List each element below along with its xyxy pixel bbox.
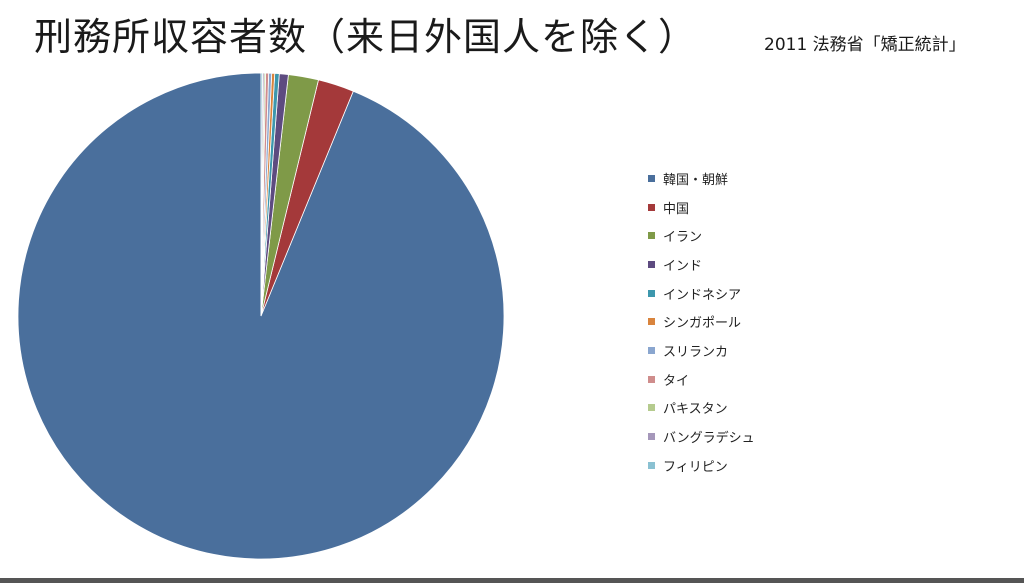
legend-label: イラン bbox=[663, 230, 703, 246]
legend-swatch bbox=[648, 203, 655, 211]
chart-title: 刑務所収容者数（来日外国人を除く） bbox=[34, 15, 698, 59]
legend-label: タイ bbox=[663, 373, 690, 389]
legend-item: インドネシア bbox=[648, 279, 755, 308]
chart-legend: 韓国・朝鮮中国イランインドインドネシア シンガポール スリランカタイパキスタンバング… bbox=[648, 164, 755, 480]
legend-swatch bbox=[648, 260, 655, 268]
source-note: 2011 法務省「矯正統計」 bbox=[764, 35, 966, 55]
legend-swatch bbox=[648, 232, 655, 240]
legend-item: スリランカ bbox=[648, 336, 755, 365]
legend-item: バングラデシュ bbox=[648, 422, 755, 451]
legend-item: シンガポール bbox=[648, 307, 755, 336]
legend-label: インド bbox=[663, 258, 703, 274]
legend-label: フィリピン bbox=[663, 459, 728, 475]
legend-label: パキスタン bbox=[663, 402, 728, 418]
legend-swatch bbox=[648, 289, 655, 297]
legend-swatch bbox=[648, 174, 655, 182]
legend-label: インドネシア bbox=[663, 287, 742, 303]
bottom-divider bbox=[0, 578, 1024, 583]
legend-swatch bbox=[648, 318, 655, 326]
legend-swatch bbox=[648, 461, 655, 469]
legend-item: フィリピン bbox=[648, 451, 755, 480]
pie-slice-10 bbox=[260, 72, 263, 317]
legend-item: タイ bbox=[648, 365, 755, 394]
legend-item: パキスタン bbox=[648, 394, 755, 423]
legend-item: インド bbox=[648, 250, 755, 279]
legend-label: 韓国・朝鮮 bbox=[663, 172, 729, 188]
legend-swatch bbox=[648, 433, 655, 441]
legend-swatch bbox=[648, 404, 655, 412]
legend-label: 中国 bbox=[663, 201, 690, 217]
legend-label: シンガポール bbox=[663, 316, 742, 332]
legend-label: スリランカ bbox=[663, 344, 729, 360]
legend-item: 中国 bbox=[648, 193, 755, 222]
legend-label: バングラデシュ bbox=[663, 431, 755, 447]
legend-item: 韓国・朝鮮 bbox=[648, 164, 755, 193]
legend-item: イラン bbox=[648, 221, 755, 250]
legend-swatch bbox=[648, 346, 655, 354]
legend-swatch bbox=[648, 375, 655, 383]
